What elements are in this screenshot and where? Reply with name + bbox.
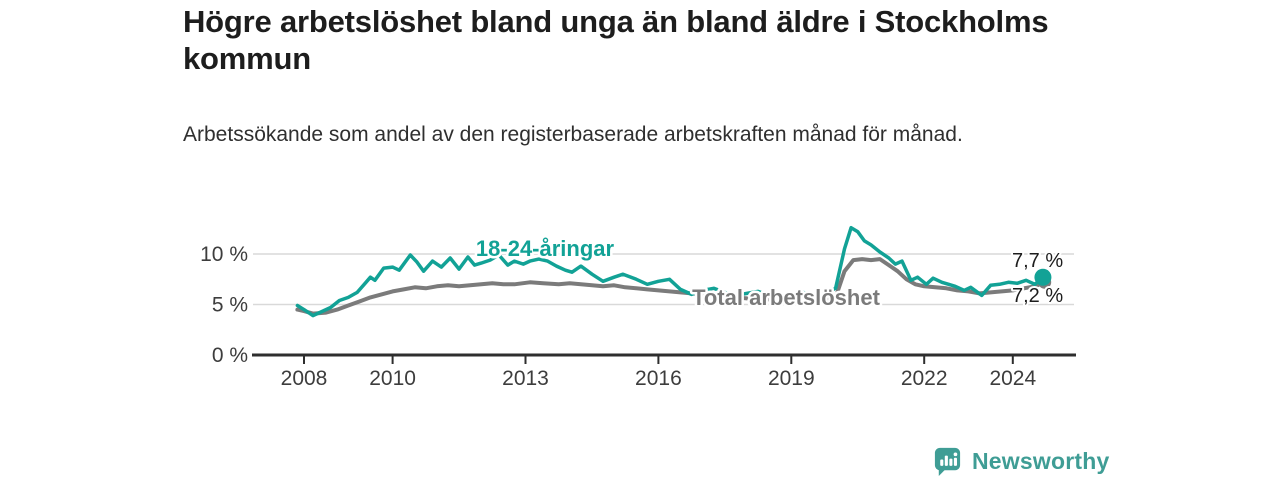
- end-value-total: 7,2 %: [1012, 285, 1063, 307]
- series-label-18-24: 18-24-åringar: [476, 236, 615, 261]
- chart-title: Högre arbetslöshet bland unga än bland ä…: [183, 4, 1049, 76]
- chart-subtitle: Arbetssökande som andel av den registerb…: [183, 123, 963, 146]
- x-tick-label: 2010: [369, 367, 416, 390]
- x-tick-label: 2008: [281, 367, 328, 390]
- series-endpoint-18-24: [1034, 268, 1052, 286]
- series-line-18-24: [295, 225, 1045, 318]
- y-tick-label: 10 %: [200, 243, 248, 266]
- x-tick-label: 2016: [635, 367, 682, 390]
- x-tick-label: 2013: [502, 367, 549, 390]
- end-value-18-24: 7,7 %: [1012, 250, 1063, 272]
- newsworthy-icon: [934, 447, 961, 477]
- x-tick-label: 2022: [901, 367, 948, 390]
- series-label-total: Total arbetslöshet: [692, 285, 881, 310]
- newsworthy-logo[interactable]: Newsworthy: [932, 445, 1109, 477]
- x-tick-label: 2024: [989, 367, 1036, 390]
- y-tick-label: 5 %: [212, 294, 248, 317]
- x-tick-label: 2019: [768, 367, 815, 390]
- y-tick-label: 0 %: [212, 344, 248, 367]
- brand-name: Newsworthy: [972, 447, 1110, 474]
- series-line-total: [295, 257, 1047, 316]
